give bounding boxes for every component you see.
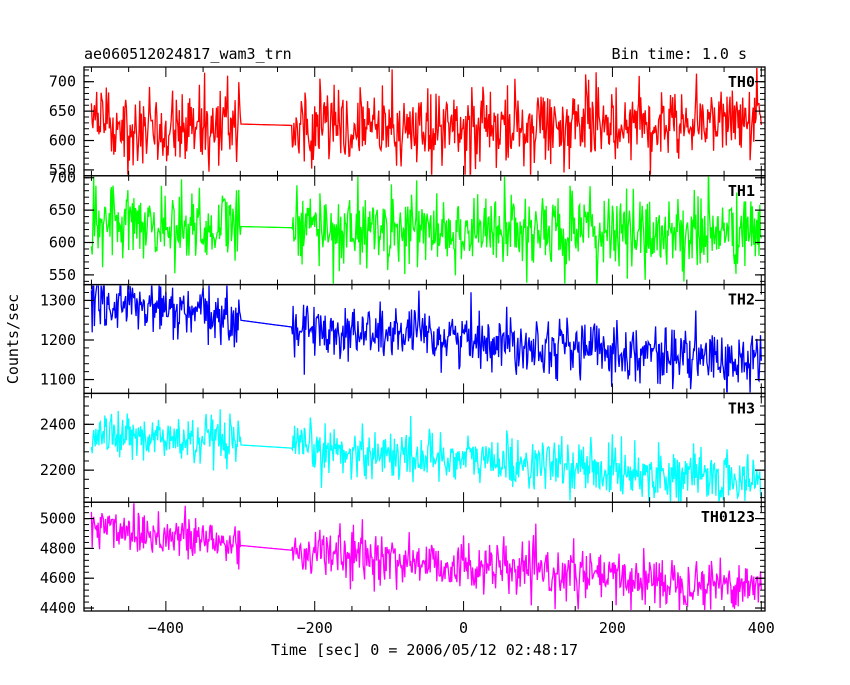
series-line-th1 <box>90 176 762 284</box>
series-line-th3 <box>90 409 762 502</box>
y-axis-title: Counts/sec <box>4 294 22 384</box>
y-tick-label: 600 <box>49 132 76 150</box>
y-tick-label: 700 <box>49 73 76 91</box>
series-line-th0123 <box>90 503 762 611</box>
observation-id-label: ae060512024817_wam3_trn <box>84 45 292 63</box>
y-tick-label: 1200 <box>40 331 76 349</box>
y-tick-label: 700 <box>49 169 76 187</box>
panel-frame-th0123 <box>83 501 766 612</box>
y-tick-label: 2200 <box>40 461 76 479</box>
x-tick-label: −200 <box>297 619 333 637</box>
y-tick-label: 2400 <box>40 415 76 433</box>
x-axis-title: Time [sec] 0 = 2006/05/12 02:48:17 <box>271 641 578 659</box>
panel-label-th0123: TH0123 <box>701 508 755 526</box>
y-tick-label: 1300 <box>40 291 76 309</box>
y-tick-label: 5000 <box>40 510 76 528</box>
y-tick-label: 4600 <box>40 569 76 587</box>
panel-label-th2: TH2 <box>728 291 755 309</box>
x-tick-label: −400 <box>148 619 184 637</box>
panel-label-th3: TH3 <box>728 399 755 417</box>
panel-label-th1: TH1 <box>728 182 755 200</box>
y-tick-label: 650 <box>49 201 76 219</box>
y-tick-label: 600 <box>49 234 76 252</box>
series-line-th0 <box>90 68 762 175</box>
panel-label-th0: TH0 <box>728 73 755 91</box>
bin-time-label: Bin time: 1.0 s <box>611 45 747 63</box>
y-tick-label: 4800 <box>40 539 76 557</box>
y-tick-label: 550 <box>49 266 76 284</box>
y-tick-label: 1100 <box>40 371 76 389</box>
y-tick-label: 550 <box>49 161 76 179</box>
y-tick-label: 650 <box>49 102 76 120</box>
x-tick-label: 400 <box>748 619 775 637</box>
x-tick-label: 0 <box>459 619 468 637</box>
panel-frame-th3 <box>83 392 766 503</box>
y-tick-label: 4400 <box>40 599 76 617</box>
x-tick-label: 200 <box>599 619 626 637</box>
